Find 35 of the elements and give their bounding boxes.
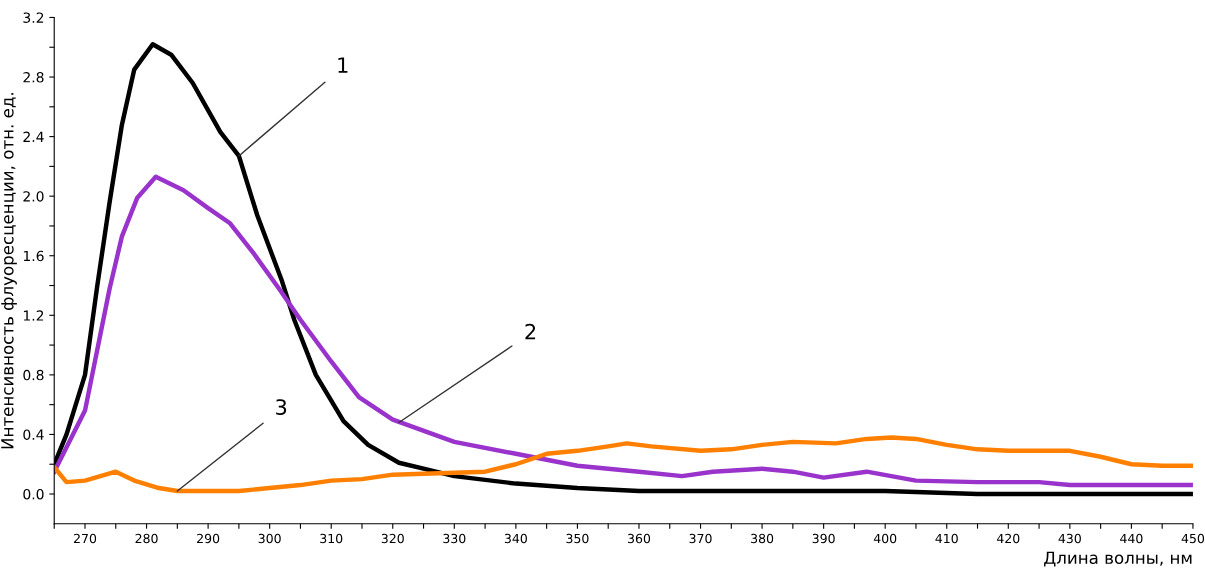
y-axis-title: Интенсивность флуоресценции, отн. ед. [1, 93, 17, 449]
y-tick-label: 3.2 [23, 12, 44, 23]
x-axis-title: Длина волны, нм [1044, 551, 1192, 567]
y-tick-label: 0.8 [23, 369, 44, 381]
y-tick-label: 2.0 [23, 191, 44, 202]
x-tick-label: 390 [812, 533, 835, 544]
x-tick-label: 300 [258, 533, 281, 544]
x-tick-label: 280 [135, 533, 158, 544]
line-series [54, 174, 1193, 488]
y-tick-label: 1.6 [23, 250, 44, 262]
y-tick-label: 2.4 [23, 131, 44, 142]
x-tick-label: 320 [381, 533, 404, 544]
x-tick-label: 430 [1058, 533, 1081, 544]
x-tick-label: 330 [443, 533, 466, 544]
x-tick-label: 410 [935, 533, 958, 544]
x-tick-label: 310 [320, 533, 343, 544]
x-tick-label: 360 [628, 533, 651, 544]
x-tick-label: 440 [1120, 533, 1143, 544]
x-tick-label: 290 [197, 533, 220, 544]
y-tick-label: 1.2 [23, 310, 44, 321]
x-tick-label: 370 [689, 533, 712, 544]
x-tick-label: 340 [504, 533, 527, 544]
x-tick-label: 270 [73, 533, 97, 544]
x-tick-label: 400 [873, 533, 897, 544]
x-tick-label: 450 [1181, 533, 1205, 544]
annotation: 3 [276, 399, 287, 415]
annotation: 1 [338, 57, 348, 73]
x-tick-label: 350 [566, 533, 589, 544]
x-tick-label: 380 [751, 533, 774, 544]
y-tick-label: 0.0 [23, 488, 44, 500]
y-tick-label: 0.4 [23, 429, 44, 440]
line-series [54, 435, 1193, 494]
y-tick-label: 2.8 [23, 72, 44, 83]
annotation: 2 [525, 323, 536, 340]
x-tick-label: 420 [996, 533, 1020, 544]
